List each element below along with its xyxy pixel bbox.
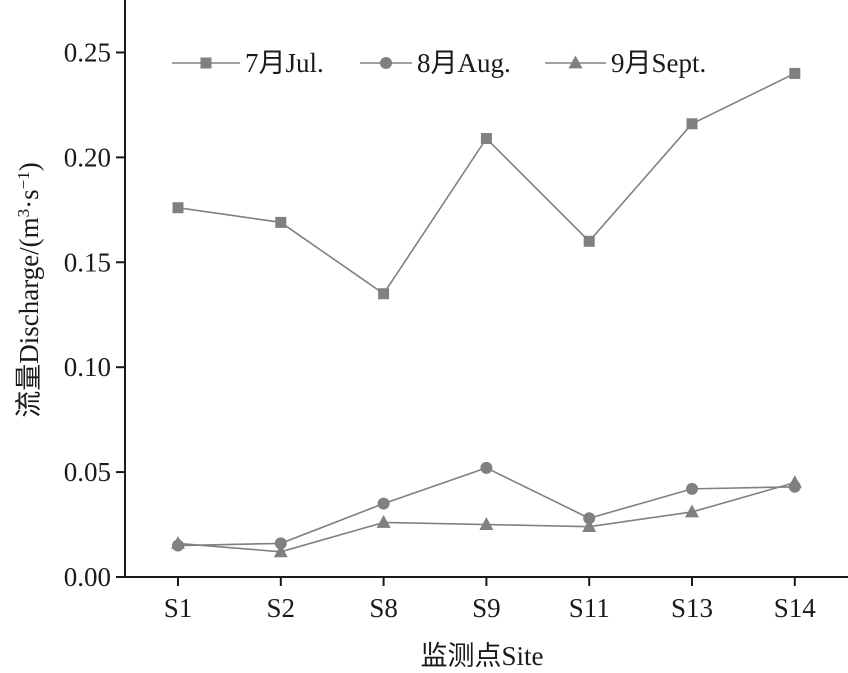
y-tick-label: 0.20 [64, 142, 111, 172]
series-layer [171, 67, 802, 558]
legend-swatch-marker [568, 55, 583, 69]
y-tick-label: 0.25 [64, 37, 111, 67]
data-point [583, 235, 595, 247]
legend-swatch-marker [380, 57, 392, 69]
y-tick-label: 0.00 [64, 562, 111, 592]
y-axis-title-sup2: −1 [14, 171, 33, 189]
x-tick-label: S9 [472, 593, 501, 623]
y-axis-title-main: 流量Discharge/(m [14, 217, 44, 417]
legend-label: 8月Aug. [417, 48, 511, 78]
series-triangle [171, 475, 802, 558]
data-point [378, 288, 390, 300]
series-square [172, 67, 801, 300]
data-point [172, 202, 184, 214]
legend-label: 7月Jul. [245, 48, 324, 78]
x-tick-label: S8 [369, 593, 398, 623]
data-point [789, 67, 801, 79]
series-line [177, 467, 795, 547]
data-point [376, 515, 391, 528]
data-point [273, 544, 288, 558]
data-point [686, 118, 698, 130]
legend-item: 8月Aug. [360, 48, 511, 78]
data-point [686, 482, 698, 495]
x-tick-label: S2 [267, 593, 296, 623]
x-tick-label: S11 [569, 593, 610, 623]
x-tick-label: S14 [774, 593, 817, 623]
x-tick-label: S1 [164, 593, 193, 623]
data-point [274, 537, 287, 550]
y-axis-title-end: ) [14, 162, 44, 171]
x-axis-title: 监测点Site [420, 641, 543, 671]
data-point [479, 517, 494, 530]
y-axis-title: 流量Discharge/(m3·s−1) [14, 162, 45, 418]
data-point [480, 132, 492, 144]
data-point [787, 475, 802, 488]
data-point [685, 504, 699, 518]
y-tick-label: 0.05 [64, 457, 111, 487]
y-tick-label: 0.10 [64, 352, 111, 382]
axes: 0.00 0.05 0.10 0.15 0.20 0.25 S1 S2 S8 S9 S11 S13 S1… [64, 0, 848, 623]
legend-item: 9月Sept. [545, 48, 706, 78]
data-point [171, 535, 185, 549]
series-circle [172, 461, 801, 552]
legend-swatch-marker [200, 57, 212, 69]
y-tick-label: 0.15 [64, 247, 111, 277]
x-tick-label: S13 [671, 593, 713, 623]
series-line [177, 72, 796, 295]
legend-label: 9月Sept. [611, 48, 706, 78]
y-axis-title-sup1: 3 [14, 209, 33, 218]
data-point [275, 216, 287, 228]
y-axis-title-mid: ·s [14, 189, 44, 209]
legend: 7月Jul. 8月Aug. 9月Sept. [172, 48, 706, 78]
legend-item: 7月Jul. [172, 48, 324, 78]
data-point [480, 461, 493, 474]
data-point [377, 497, 390, 510]
data-point [582, 519, 597, 533]
data-point [583, 512, 596, 525]
